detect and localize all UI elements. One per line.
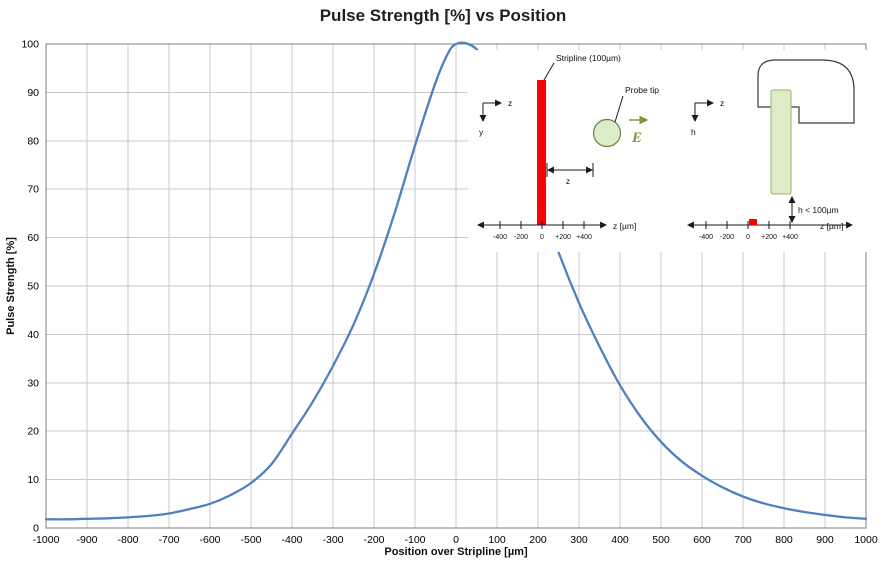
y-tick-label: 10: [27, 474, 39, 486]
probe-housing-outline: [757, 59, 855, 124]
y-tick-label: 30: [27, 377, 39, 389]
y-tick-label: 70: [27, 184, 39, 196]
axis-tick-label: +400: [782, 234, 798, 241]
x-tick-label: -200: [363, 534, 384, 546]
x-tick-label: -800: [117, 534, 138, 546]
x-tick-label: 900: [816, 534, 834, 546]
left-axis-unit-label: z [µm]: [613, 221, 636, 231]
z-distance-dimension: z: [546, 163, 594, 186]
x-tick-label: -500: [240, 534, 261, 546]
x-tick-label: -600: [199, 534, 220, 546]
x-tick-label: -1000: [33, 534, 60, 546]
axis-tick-label: -400: [699, 234, 713, 241]
coordinate-axes-zh: z h: [691, 98, 724, 137]
probe-tip-circle: [592, 118, 622, 148]
x-axis-title: Position over Stripline [µm]: [384, 546, 528, 558]
e-field-symbol: E: [629, 115, 649, 146]
stripline-label: Stripline (100µm): [556, 53, 621, 63]
y-tick-label: 40: [27, 329, 39, 341]
x-tick-label: 500: [652, 534, 670, 546]
right-diagram: z h h < 100µm -400: [686, 59, 855, 241]
axis-tick-label: 0: [540, 234, 544, 241]
x-tick-label: -100: [404, 534, 425, 546]
x-tick-label: 800: [775, 534, 793, 546]
y-tick-label: 20: [27, 426, 39, 438]
x-tick-label: 700: [734, 534, 752, 546]
y-axis-title: Pulse Strength [%]: [5, 237, 17, 335]
chart-title: Pulse Strength [%] vs Position: [319, 6, 567, 25]
y-tick-label: 50: [27, 281, 39, 293]
x-tick-label: 300: [570, 534, 588, 546]
probe-callout-line: [614, 95, 624, 123]
y-tick-label: 90: [27, 87, 39, 99]
x-tick-label: -400: [281, 534, 302, 546]
x-tick-label: 200: [529, 534, 547, 546]
y-tick-label: 0: [33, 523, 39, 535]
probe-tip-rect: [770, 89, 792, 195]
inset-svg: z y Stripline (100µm) Probe tip E: [476, 53, 855, 241]
y-tick-label: 60: [27, 232, 39, 244]
axis-tick-label: +400: [576, 234, 592, 241]
z-axis-letter: z: [508, 98, 512, 108]
axis-tick-label: -200: [720, 234, 734, 241]
stripline-bar: [537, 80, 546, 225]
h-axis-letter: h: [691, 127, 696, 137]
pulse-strength-curve: [44, 41, 868, 521]
stripline-cross-section: [749, 219, 757, 225]
x-tick-label: 0: [453, 534, 459, 546]
x-tick-label: -700: [158, 534, 179, 546]
axis-tick-label: 0: [746, 234, 750, 241]
probe-tip-label: Probe tip: [625, 85, 659, 95]
h-height-label: h < 100µm: [798, 205, 839, 215]
x-tick-label: -300: [322, 534, 343, 546]
y-axis-letter: y: [479, 127, 484, 137]
left-diagram: z y Stripline (100µm) Probe tip E: [476, 53, 659, 241]
axis-tick-label: -400: [493, 234, 507, 241]
y-tick-label: 100: [21, 39, 39, 51]
z-axis-letter: z: [720, 98, 724, 108]
y-tick-label: 80: [27, 135, 39, 147]
e-field-letter: E: [631, 130, 642, 146]
x-tick-label: 100: [488, 534, 506, 546]
x-tick-label: 400: [611, 534, 629, 546]
axis-tick-label: +200: [761, 234, 777, 241]
left-diagram-axis: -400 -200 0 +200 +400 z [µm]: [476, 221, 636, 241]
axis-tick-label: +200: [555, 234, 571, 241]
axis-tick-label: -200: [514, 234, 528, 241]
h-height-dimension: h < 100µm: [788, 195, 839, 224]
x-tick-label: 600: [693, 534, 711, 546]
x-tick-label: 1000: [854, 534, 878, 546]
z-distance-label: z: [566, 176, 570, 186]
right-diagram-axis: -400 -200 0 +200 +400 z [µm]: [686, 219, 854, 241]
inset-diagrams: z y Stripline (100µm) Probe tip E: [468, 50, 872, 252]
x-tick-label: -900: [76, 534, 97, 546]
right-axis-unit-label: z [µm]: [820, 221, 843, 231]
stripline-callout-line: [543, 62, 555, 81]
coordinate-axes-zy: z y: [479, 98, 512, 137]
